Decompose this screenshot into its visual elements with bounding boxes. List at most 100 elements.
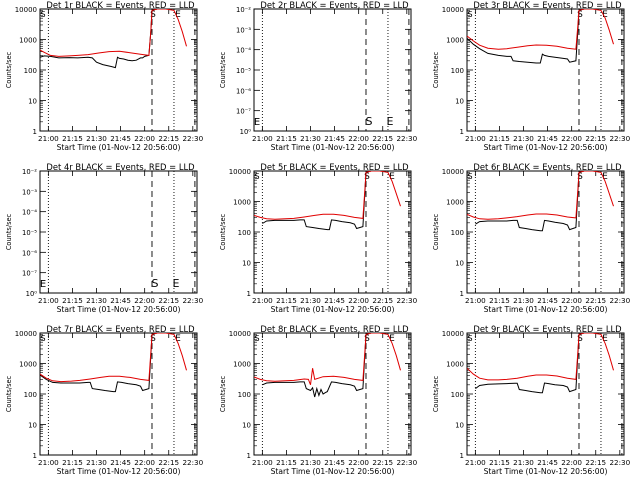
y-tick-label: 10⁻⁷ xyxy=(22,270,37,278)
start-marker-small: S xyxy=(467,172,472,181)
y-axis-label: Counts/sec xyxy=(432,213,440,250)
plot-frame xyxy=(466,332,625,456)
start-marker-small: S xyxy=(467,334,472,343)
y-tick-label: 10⁻⁴ xyxy=(22,209,37,217)
x-tick-label: 22:30 xyxy=(396,134,417,143)
x-tick-label: 22:30 xyxy=(182,134,203,143)
series-lld-line xyxy=(40,9,187,57)
plot-frame xyxy=(39,170,198,294)
y-tick-label: 10⁻⁷ xyxy=(236,108,251,116)
x-tick-label: 21:15 xyxy=(62,134,83,143)
x-tick-label: 22:30 xyxy=(609,296,630,305)
y-tick-label: 10 xyxy=(28,422,37,430)
y-tick-label: 100 xyxy=(238,229,251,237)
y-tick-label: 1000 xyxy=(446,37,464,45)
panel-title: Det 5r BLACK = Events, RED = LLD xyxy=(260,162,408,172)
x-tick-label: 21:45 xyxy=(110,296,131,305)
y-tick-label: 1000 xyxy=(233,361,251,369)
x-tick-label: 21:30 xyxy=(300,296,321,305)
start-marker: S xyxy=(366,115,373,128)
x-tick-label: 22:00 xyxy=(134,134,155,143)
end-marker: E xyxy=(602,10,608,20)
y-tick-label: 1000 xyxy=(446,199,464,207)
y-tick-label: 10 xyxy=(455,260,464,268)
end-marker: E xyxy=(175,10,181,20)
y-tick-label: 1000 xyxy=(446,361,464,369)
x-tick-label: 21:00 xyxy=(38,134,59,143)
series-events-line xyxy=(475,171,585,232)
x-tick-label: 22:30 xyxy=(609,134,630,143)
x-tick-label: 21:00 xyxy=(38,296,59,305)
end-marker: E xyxy=(172,277,179,290)
x-tick-label: 22:15 xyxy=(585,296,606,305)
x-tick-label: 21:15 xyxy=(62,296,83,305)
plot-frame xyxy=(253,332,412,456)
series-events-line xyxy=(475,333,585,394)
y-tick-label: 10⁻² xyxy=(22,168,37,176)
y-tick-label: 1000 xyxy=(233,199,251,207)
series-lld-line xyxy=(40,333,187,383)
x-tick-label: 21:00 xyxy=(252,458,273,467)
start-marker-small: S xyxy=(40,334,45,343)
series-events-line xyxy=(40,333,158,393)
y-tick-label: 1 xyxy=(247,290,251,298)
series-lld-line xyxy=(254,171,401,220)
x-tick-label: 22:00 xyxy=(134,458,155,467)
y-tick-label: 100 xyxy=(451,67,464,75)
x-tick-label: 21:30 xyxy=(300,134,321,143)
x-tick-label: 22:30 xyxy=(182,458,203,467)
plot-frame xyxy=(466,170,625,294)
y-tick-label: 1 xyxy=(33,452,37,460)
y-tick-label: 10⁻⁵ xyxy=(236,67,251,75)
y-tick-label: 100 xyxy=(24,67,37,75)
x-tick-label: 22:30 xyxy=(182,296,203,305)
x-tick-label: 21:45 xyxy=(324,134,345,143)
x-tick-label: 22:15 xyxy=(585,134,606,143)
x-tick-label: 21:00 xyxy=(38,458,59,467)
y-axis-label: Counts/sec xyxy=(432,375,440,412)
end-marker: E xyxy=(602,172,608,182)
start-marker: S xyxy=(150,334,156,344)
x-tick-label: 22:15 xyxy=(372,134,393,143)
start-marker: S xyxy=(364,172,370,182)
panel-title: Det 6r BLACK = Events, RED = LLD xyxy=(473,162,621,172)
y-tick-label: 1 xyxy=(247,452,251,460)
series-lld-line xyxy=(467,333,614,381)
x-axis-label: Start Time (01-Nov-12 20:56:00) xyxy=(484,305,608,314)
plot-frame xyxy=(39,332,198,456)
x-tick-label: 22:00 xyxy=(561,458,582,467)
start-marker-small: S xyxy=(467,10,472,19)
start-marker-small: S xyxy=(254,172,259,181)
x-tick-label: 21:15 xyxy=(276,134,297,143)
start-marker: S xyxy=(364,334,370,344)
x-axis-label: Start Time (01-Nov-12 20:56:00) xyxy=(271,467,395,476)
y-tick-label: 1000 xyxy=(19,361,37,369)
x-axis-label: Start Time (01-Nov-12 20:56:00) xyxy=(484,143,608,152)
y-tick-label: 10⁰ xyxy=(240,128,252,136)
y-tick-label: 10000 xyxy=(229,168,251,176)
series-lld-line xyxy=(254,333,401,385)
y-tick-label: 10 xyxy=(455,98,464,106)
y-tick-label: 100 xyxy=(451,229,464,237)
y-axis-label: Counts/sec xyxy=(219,51,227,88)
y-tick-label: 10 xyxy=(242,260,251,268)
x-tick-label: 21:30 xyxy=(86,458,107,467)
series-lld-line xyxy=(467,171,614,220)
panel-title: Det 4r BLACK = Events, RED = LLD xyxy=(46,162,194,172)
x-tick-label: 21:45 xyxy=(537,134,558,143)
panel-title: Det 1r BLACK = Events, RED = LLD xyxy=(46,0,194,10)
y-tick-label: 10 xyxy=(28,98,37,106)
x-tick-label: 21:00 xyxy=(465,134,486,143)
y-tick-label: 10⁻⁵ xyxy=(22,229,37,237)
x-axis-label: Start Time (01-Nov-12 20:56:00) xyxy=(271,305,395,314)
plot-frame xyxy=(39,8,198,132)
start-marker: S xyxy=(152,277,159,290)
x-tick-label: 22:30 xyxy=(396,458,417,467)
x-tick-label: 22:15 xyxy=(585,458,606,467)
